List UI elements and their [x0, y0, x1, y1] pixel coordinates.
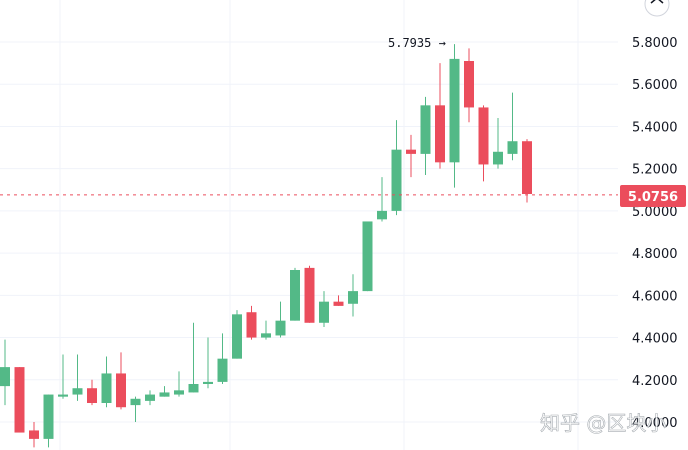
grid-lines: [0, 0, 618, 450]
candle-body: [333, 301, 344, 306]
y-tick-label: 4.6000: [632, 289, 678, 304]
candles: [0, 44, 532, 448]
candle-body: [87, 388, 97, 403]
candle-body: [493, 151, 503, 165]
candle-body: [72, 388, 83, 395]
candle-body: [116, 373, 126, 408]
current-price-badge: [620, 185, 686, 207]
candle: [159, 386, 170, 397]
candle-body: [319, 301, 329, 323]
candle: [406, 134, 416, 178]
candle: [435, 63, 445, 169]
candle-body: [261, 333, 271, 338]
candle-body: [420, 105, 431, 154]
candle-body: [522, 141, 532, 194]
chevron-up-icon: [650, 0, 664, 4]
candle-body: [159, 392, 170, 397]
candle: [43, 394, 54, 448]
candle-body: [391, 149, 402, 211]
candle-body: [275, 320, 286, 336]
candle-body: [130, 398, 141, 406]
candle-body: [464, 61, 474, 108]
candle: [304, 265, 315, 323]
candle: [72, 354, 83, 401]
y-tick-label: 4.2000: [632, 374, 678, 389]
candle-body: [203, 381, 213, 384]
candle: [333, 295, 344, 306]
candle-body: [0, 367, 10, 387]
candle: [507, 92, 518, 161]
candle: [261, 320, 271, 340]
candle: [319, 291, 329, 327]
candle: [203, 337, 213, 389]
candle: [478, 105, 489, 182]
candle-body: [29, 430, 39, 439]
candle: [377, 177, 387, 222]
candle: [101, 356, 112, 408]
candle-body: [145, 394, 155, 401]
candle: [14, 367, 25, 433]
candle-body: [449, 58, 460, 163]
candle: [275, 301, 286, 338]
candle: [420, 96, 431, 175]
current-price-label: 5.0756: [628, 190, 678, 205]
candle-body: [290, 270, 300, 321]
y-tick-label: 5.4000: [632, 120, 678, 135]
candle-body: [188, 384, 199, 393]
y-tick-label: 4.4000: [632, 332, 678, 347]
candle-body: [435, 105, 445, 163]
candle-body: [377, 210, 387, 220]
candle: [29, 422, 39, 448]
candle: [217, 333, 228, 384]
candle-body: [58, 394, 68, 397]
y-tick-label: 5.6000: [632, 78, 678, 93]
candle: [174, 371, 184, 397]
candle-body: [14, 367, 25, 433]
candle: [362, 221, 373, 292]
candle: [232, 310, 242, 359]
candle-body: [246, 312, 257, 338]
candle: [391, 120, 402, 216]
candle-body: [43, 394, 54, 439]
candle-body: [507, 141, 518, 154]
candle-body: [217, 358, 228, 382]
y-tick-label: 5.8000: [632, 36, 678, 51]
candle-body: [362, 221, 373, 292]
candle: [464, 48, 474, 123]
y-tick-label: 5.2000: [632, 163, 678, 178]
price-axis[interactable]: 5.8000 5.6000 5.4000 5.2000 5.0000 4.8000 4.60…: [632, 36, 678, 431]
y-tick-label: 4.0000: [632, 416, 678, 431]
candle-body: [478, 107, 489, 165]
candle: [290, 267, 300, 321]
candle: [188, 322, 199, 393]
high-price-label: 5.7935 →: [388, 36, 446, 50]
y-tick-label: 4.8000: [632, 247, 678, 262]
candle: [58, 354, 68, 399]
candle: [246, 305, 257, 340]
candle-body: [304, 267, 315, 323]
candle-body: [406, 149, 416, 154]
y-tick-label: 5.0000: [632, 205, 678, 220]
candle: [87, 379, 97, 406]
candle-body: [348, 291, 358, 304]
candle: [522, 139, 532, 203]
candle: [449, 44, 460, 188]
candle: [116, 352, 126, 410]
candle-body: [101, 373, 112, 403]
watermark: 知乎 @区块小: [540, 411, 666, 435]
current-price-tag: 5.0756: [620, 185, 686, 207]
candle: [145, 390, 155, 406]
candle: [130, 396, 141, 422]
candle-body: [232, 314, 242, 359]
candle: [348, 274, 358, 317]
candle: [493, 118, 503, 169]
candle-body: [174, 390, 184, 395]
menu-button[interactable]: [644, 0, 670, 17]
candle: [0, 339, 10, 406]
